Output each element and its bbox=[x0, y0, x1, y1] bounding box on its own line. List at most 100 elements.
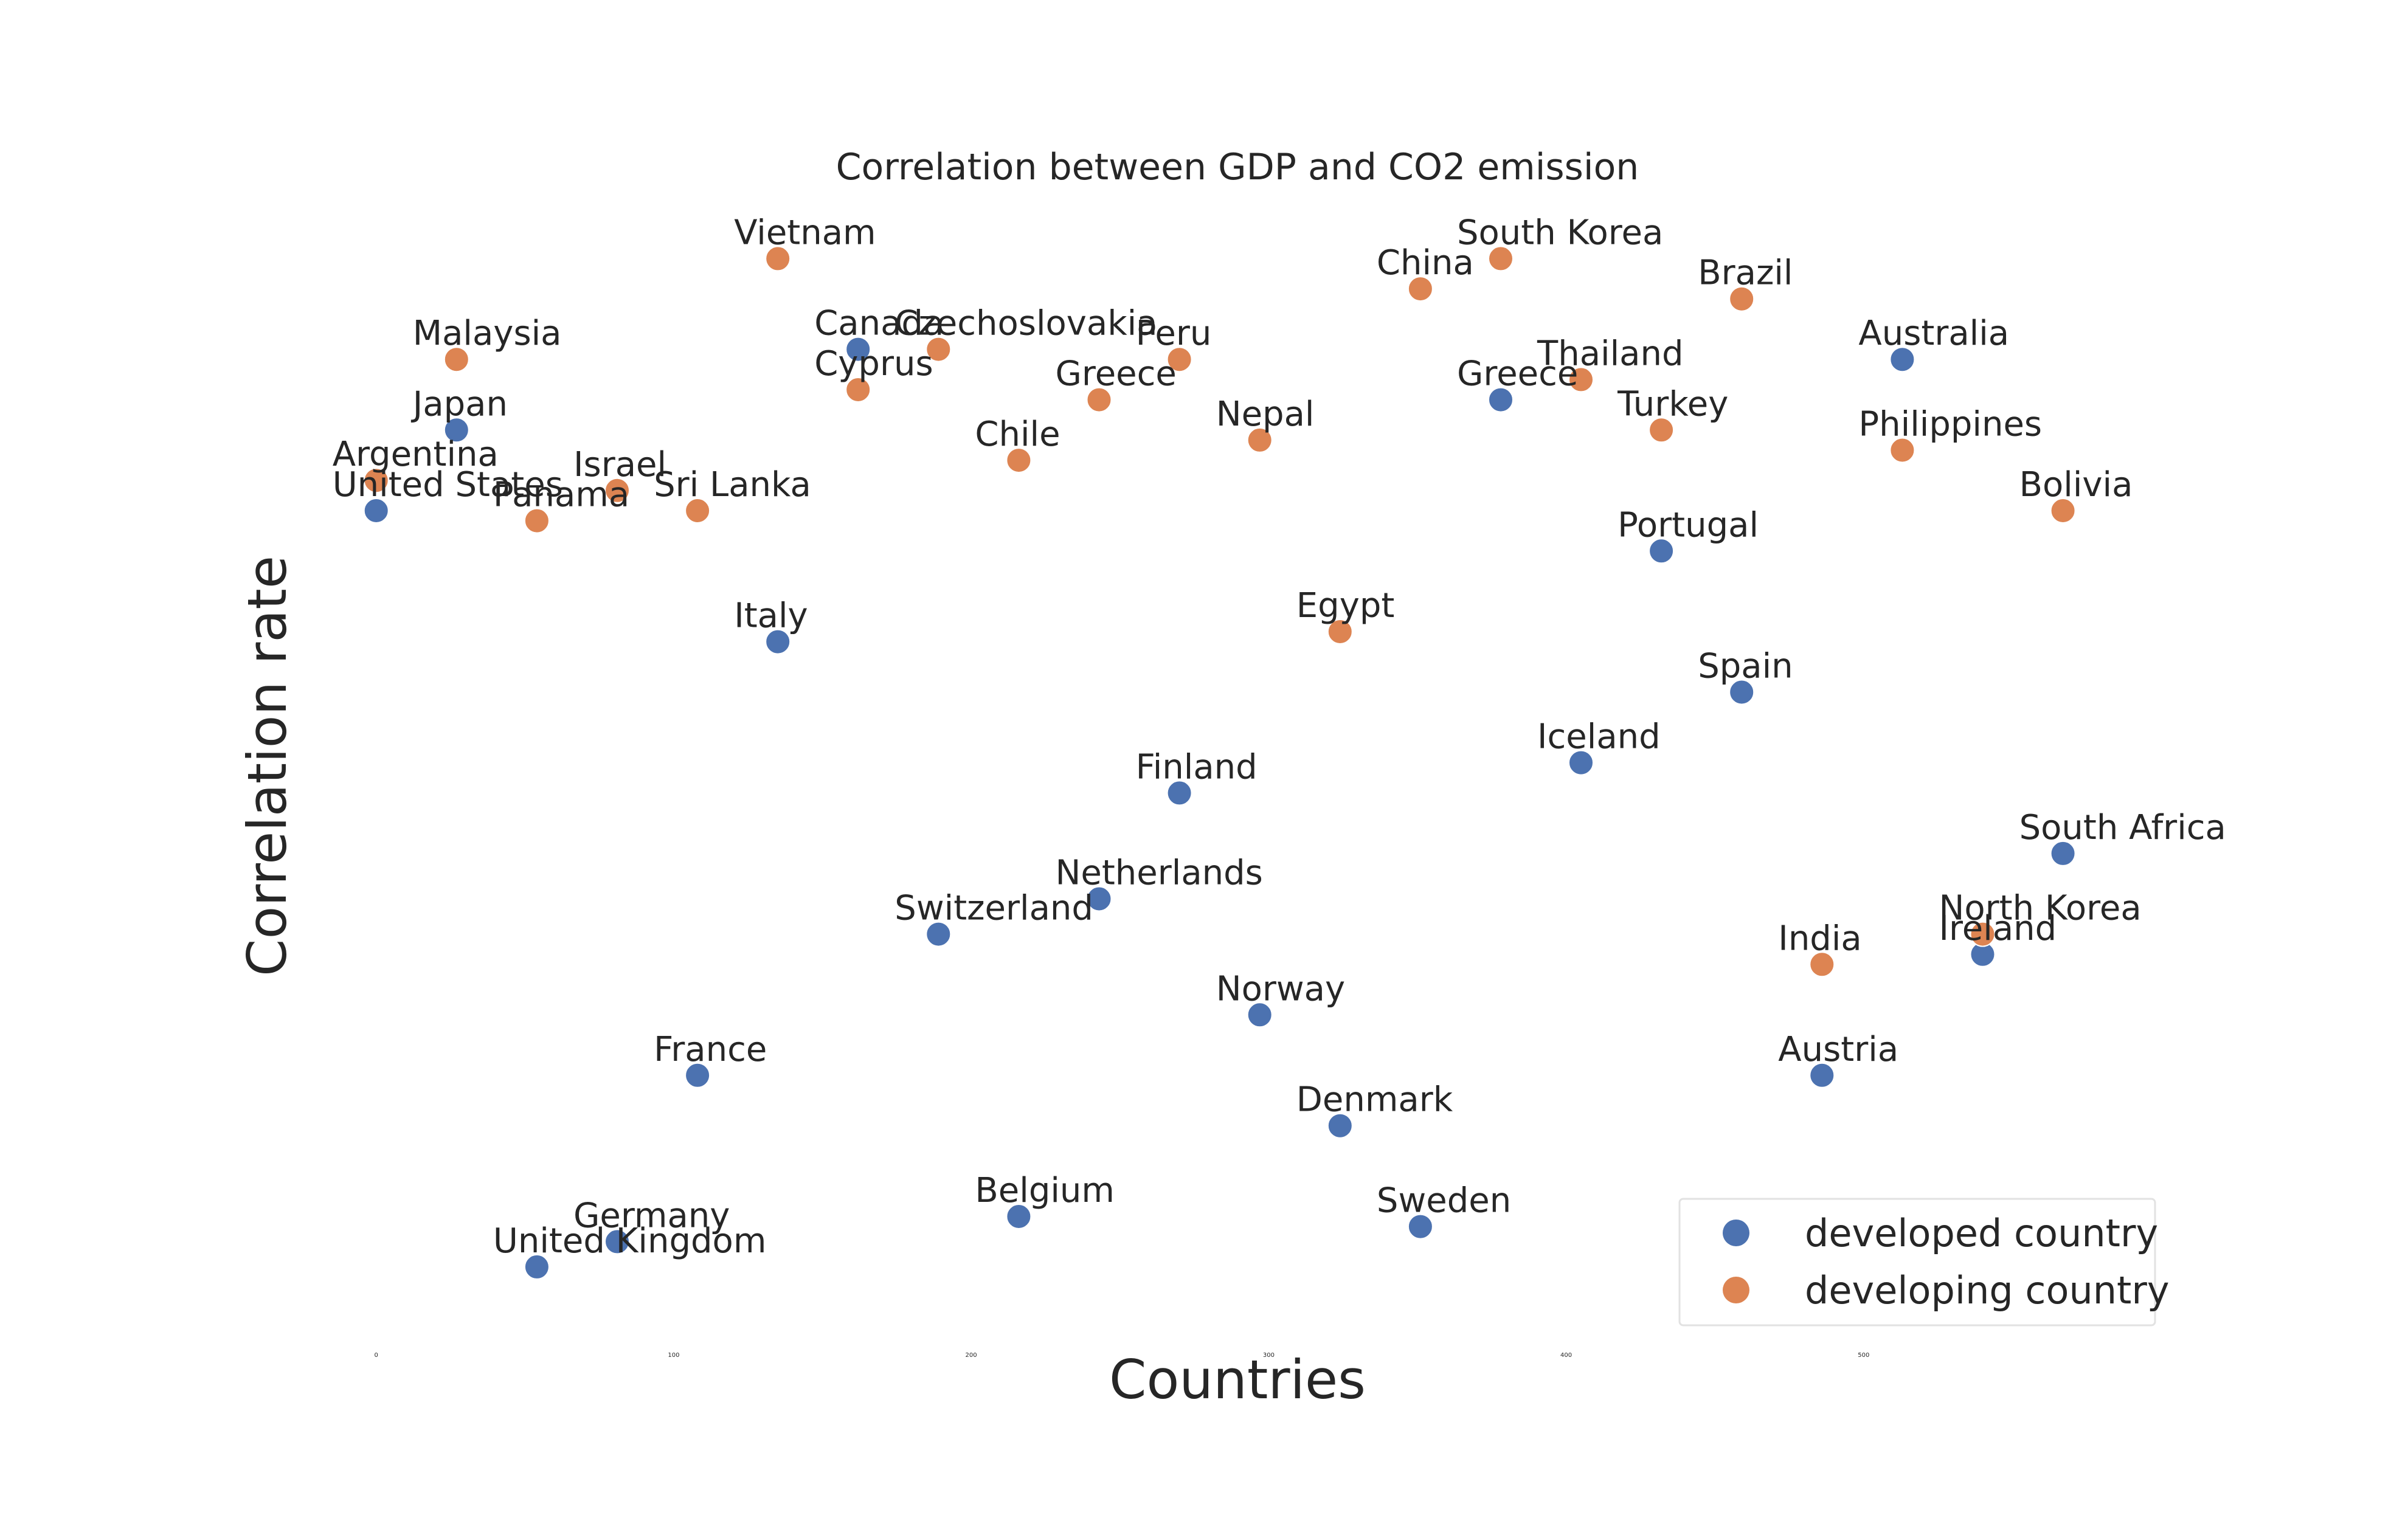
point-label-developing-turkey: Turkey bbox=[1617, 384, 1728, 424]
data-points bbox=[363, 246, 2076, 1280]
point-developed-south-africa bbox=[2050, 840, 2076, 866]
point-developing-israel bbox=[604, 477, 630, 503]
point-label-developing-north-korea: North Korea bbox=[1939, 889, 2142, 928]
point-label-developed-iceland: Iceland bbox=[1537, 717, 1661, 757]
point-developing-vietnam bbox=[765, 246, 791, 272]
point-label-developed-canada: Canada bbox=[814, 304, 944, 343]
legend-marker-developing bbox=[1723, 1277, 1749, 1303]
point-label-developed-netherlands: Netherlands bbox=[1056, 854, 1263, 893]
point-developing-brazil bbox=[1729, 286, 1755, 312]
point-label-developing-nepal: Nepal bbox=[1216, 395, 1315, 434]
point-developing-bolivia bbox=[2050, 498, 2076, 523]
point-developed-france bbox=[685, 1062, 711, 1088]
point-developing-thailand bbox=[1568, 367, 1594, 393]
point-label-developed-united-states: United States bbox=[333, 465, 563, 505]
point-label-developed-norway: Norway bbox=[1216, 969, 1345, 1009]
point-developing-panama bbox=[524, 508, 550, 534]
point-developing-sri-lanka bbox=[685, 498, 711, 523]
point-developing-greece bbox=[1086, 387, 1112, 413]
point-developed-netherlands bbox=[1086, 886, 1112, 912]
point-label-developing-panama: Panama bbox=[493, 475, 629, 515]
point-developed-united-kingdom bbox=[524, 1254, 550, 1280]
point-label-developing-peru: Peru bbox=[1136, 314, 1212, 353]
point-label-developed-finland: Finland bbox=[1136, 747, 1258, 787]
point-developing-peru bbox=[1166, 347, 1192, 373]
chart-title: Correlation between GDP and CO2 emission bbox=[836, 146, 1639, 188]
point-label-developing-china: China bbox=[1377, 243, 1474, 283]
point-developing-egypt bbox=[1327, 619, 1353, 644]
point-label-developed-spain: Spain bbox=[1698, 647, 1793, 686]
x-tick-label-500: 500 bbox=[1858, 1352, 1869, 1359]
point-developed-switzerland bbox=[925, 921, 952, 947]
x-axis-ticks: 0 100 200 300 400 500 bbox=[375, 1352, 1870, 1359]
point-developed-greece bbox=[1488, 387, 1514, 413]
point-developed-denmark bbox=[1327, 1113, 1353, 1139]
legend-label-developing: developing country bbox=[1805, 1268, 2170, 1313]
point-label-developing-israel: Israel bbox=[573, 445, 666, 485]
point-developed-spain bbox=[1729, 679, 1755, 705]
point-label-developed-ireland: Ireland bbox=[1939, 909, 2057, 948]
point-label-developed-austria: Austria bbox=[1778, 1030, 1898, 1069]
point-developed-canada bbox=[845, 336, 871, 362]
point-label-developed-japan: Japan bbox=[411, 384, 508, 424]
point-label-developed-italy: Italy bbox=[734, 596, 808, 636]
point-developing-argentina bbox=[363, 468, 389, 494]
point-label-developed-belgium: Belgium bbox=[975, 1171, 1115, 1210]
point-developed-finland bbox=[1166, 780, 1192, 806]
point-developed-sweden bbox=[1407, 1213, 1433, 1240]
point-developing-cyprus bbox=[845, 377, 871, 402]
point-label-developed-sweden: Sweden bbox=[1377, 1181, 1511, 1221]
point-label-developing-philippines: Philippines bbox=[1858, 405, 2042, 444]
point-developing-india bbox=[1809, 951, 1835, 978]
point-label-developing-brazil: Brazil bbox=[1698, 254, 1793, 293]
point-developing-malaysia bbox=[443, 347, 469, 373]
point-label-developing-argentina: Argentina bbox=[333, 435, 499, 474]
point-label-developing-cyprus: Cyprus bbox=[814, 344, 933, 384]
point-label-developing-czechoslovakia: Czechoslovakia bbox=[894, 304, 1157, 343]
point-label-developed-south-africa: South Africa bbox=[2019, 808, 2226, 847]
point-developed-norway bbox=[1247, 1002, 1273, 1028]
point-label-developed-switzerland: Switzerland bbox=[894, 889, 1093, 928]
point-label-developed-portugal: Portugal bbox=[1617, 505, 1759, 545]
point-label-developing-india: India bbox=[1778, 919, 1861, 958]
x-axis-label: Countries bbox=[1109, 1348, 1366, 1411]
point-label-developed-germany: Germany bbox=[573, 1196, 730, 1235]
x-tick-label-300: 300 bbox=[1263, 1352, 1275, 1359]
point-developed-australia bbox=[1889, 347, 1915, 373]
point-label-developing-vietnam: Vietnam bbox=[734, 213, 876, 252]
point-developing-philippines bbox=[1889, 437, 1915, 463]
point-label-developed-united-kingdom: United Kingdom bbox=[493, 1221, 766, 1261]
x-tick-label-0: 0 bbox=[375, 1352, 378, 1359]
point-developed-belgium bbox=[1006, 1204, 1032, 1229]
point-developing-north-korea bbox=[1970, 921, 1996, 947]
point-label-developed-france: France bbox=[654, 1030, 767, 1069]
point-label-developing-chile: Chile bbox=[975, 415, 1060, 454]
point-developed-iceland bbox=[1568, 750, 1594, 776]
point-developed-united-states bbox=[363, 498, 389, 523]
legend-marker-developed bbox=[1723, 1220, 1749, 1246]
legend-label-developed: developed country bbox=[1805, 1211, 2158, 1255]
point-developing-china bbox=[1407, 276, 1433, 302]
point-label-developing-thailand: Thailand bbox=[1537, 334, 1684, 373]
point-label-developing-bolivia: Bolivia bbox=[2019, 465, 2133, 505]
x-tick-label-200: 200 bbox=[966, 1352, 977, 1359]
point-developing-chile bbox=[1006, 447, 1032, 474]
point-developed-germany bbox=[604, 1229, 630, 1255]
point-label-developed-greece: Greece bbox=[1457, 354, 1578, 394]
point-label-developed-australia: Australia bbox=[1858, 314, 2009, 353]
point-label-developing-south-korea: South Korea bbox=[1457, 213, 1663, 252]
point-developed-portugal bbox=[1649, 538, 1675, 564]
point-developing-south-korea bbox=[1488, 246, 1514, 272]
x-tick-label-400: 400 bbox=[1560, 1352, 1572, 1359]
point-label-developing-greece: Greece bbox=[1056, 354, 1177, 394]
point-label-developed-denmark: Denmark bbox=[1296, 1080, 1453, 1120]
point-developed-italy bbox=[765, 629, 791, 655]
point-label-developing-sri-lanka: Sri Lanka bbox=[654, 465, 811, 505]
point-label-developing-egypt: Egypt bbox=[1296, 586, 1395, 626]
point-developed-austria bbox=[1809, 1062, 1835, 1088]
point-developing-nepal bbox=[1247, 427, 1273, 453]
y-axis-label: Correlation rate bbox=[236, 556, 299, 976]
legend: developed country developing country bbox=[1678, 1198, 2170, 1327]
